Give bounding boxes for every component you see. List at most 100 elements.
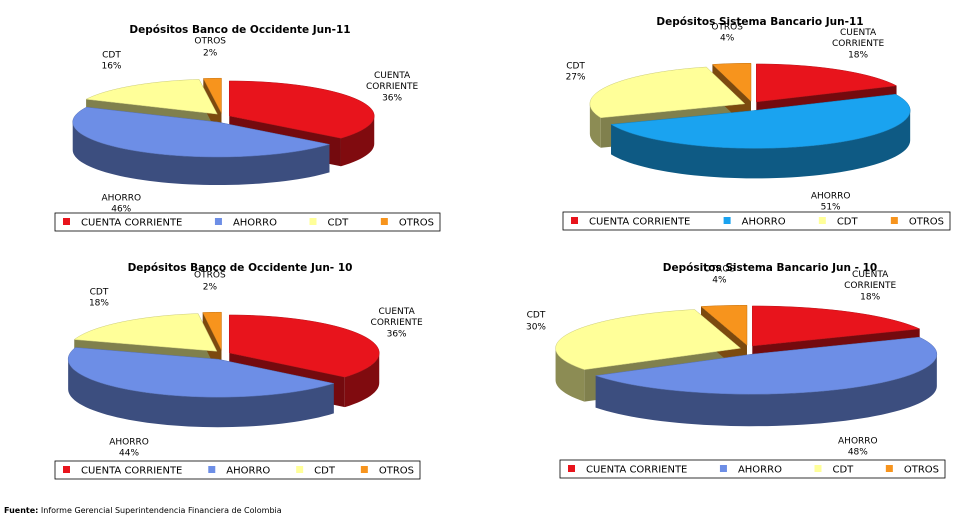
slice [73,313,218,352]
legend-swatch [719,465,727,472]
data-label-value: 46% [111,204,132,215]
data-label-value: 30% [525,322,546,333]
data-label-value: 16% [101,61,122,72]
slice [228,314,380,378]
data-label-name: CDT [526,310,546,321]
legend-swatch [890,217,898,224]
legend-swatch [380,218,388,225]
legend-label: CUENTA CORRIENTE [589,217,690,228]
slice [228,80,375,139]
pie [589,62,911,179]
data-label-value: 2% [202,282,218,293]
pie [555,304,938,427]
legend-label: CDT [832,465,854,476]
chart-title: Depósitos Banco de Occidente Jun- 10 [128,262,353,274]
data-label-value: 36% [382,93,403,104]
chart-title: Depósitos Sistema Bancario Jun-11 [656,16,863,28]
legend-swatch [571,217,578,224]
data-label-value: 51% [820,202,841,213]
slice [67,347,334,398]
legend-label: CDT [837,217,859,228]
legend-swatch [885,465,893,472]
legend-swatch [214,218,222,225]
legend-label: CDT [327,218,349,229]
data-label-name: CDT [89,287,109,298]
legend-box [54,212,441,232]
legend-swatch [63,466,70,473]
chart-title: Depósitos Banco de Occidente Jun-11 [129,24,350,36]
data-label-value: 36% [386,329,407,340]
slice-wall [340,115,375,167]
data-label-name: AHORRO [101,193,142,204]
data-label-name: AHORRO [838,436,878,447]
source-note: Fuente: Informe Gerencial Superintendenc… [4,506,282,515]
data-label-name: CUENTA CORRIENTE [844,269,897,291]
legend-label: AHORRO [226,466,270,477]
slice-wall [611,110,911,179]
slice [700,304,748,346]
slice-wall [589,103,601,148]
legend-label: CDT [314,466,336,477]
data-label-value: 27% [565,72,586,83]
legend-label: AHORRO [742,217,786,228]
legend-swatch [723,217,731,224]
data-label-value: 18% [88,298,109,309]
data-label-value: 2% [203,48,218,59]
legend-label: OTROS [399,218,434,229]
slice [202,77,222,114]
slice [711,62,752,102]
legend-swatch [309,218,317,225]
pie [72,77,375,186]
legend-label: AHORRO [233,218,277,229]
data-label-name: CUENTA CORRIENTE [366,71,419,93]
legend-swatch [296,466,304,473]
legend-swatch [568,465,575,472]
legend-label: CUENTA CORRIENTE [81,218,182,229]
slice [752,305,921,347]
slice [610,93,911,149]
data-label-value: 18% [848,50,869,61]
slice [85,79,218,115]
legend-box [559,459,946,479]
slice-wall [344,352,380,408]
slice-wall [68,359,334,428]
data-label-name: OTROS [711,22,743,33]
legend-label: OTROS [909,217,944,228]
data-label-value: 48% [847,447,868,458]
data-label-name: CDT [566,61,585,72]
source-label: Fuente: [4,506,39,515]
legend-box [562,211,951,231]
data-label-name: AHORRO [810,191,851,202]
legend-box [54,460,421,480]
legend-swatch [360,466,368,473]
slice [756,63,898,103]
data-label-name: AHORRO [109,437,149,448]
pie [67,311,380,428]
slice [555,309,742,370]
data-label-name: OTROS [194,270,226,281]
slice-wall [72,122,330,186]
legend-swatch [63,218,70,225]
chart-title: Depósitos Sistema Bancario Jun - 10 [663,262,877,274]
source-text: Informe Gerencial Superintendencia Finan… [40,506,282,515]
data-label-name: OTROS [703,264,736,275]
slice [72,106,330,158]
data-label-name: CUENTA CORRIENTE [370,307,423,328]
data-label-name: OTROS [194,36,226,47]
data-label-name: CUENTA CORRIENTE [832,27,885,49]
slice [202,311,222,351]
legend-label: OTROS [379,466,414,477]
legend-label: CUENTA CORRIENTE [81,466,182,477]
slice [589,66,746,119]
legend-swatch [814,465,822,472]
slice [595,336,938,395]
slice-wall [595,354,937,427]
legend-label: AHORRO [738,465,782,476]
legend-label: CUENTA CORRIENTE [586,465,687,476]
legend-swatch [818,217,826,224]
legend-label: OTROS [904,465,939,476]
data-label-name: CDT [102,50,121,61]
legend-swatch [208,466,216,473]
